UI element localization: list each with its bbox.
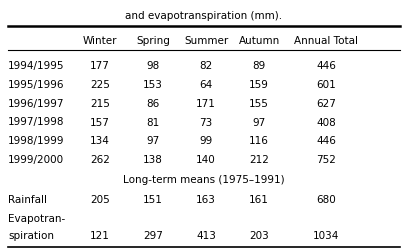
Text: 1034: 1034 — [313, 231, 339, 241]
Text: 297: 297 — [143, 231, 163, 241]
Text: 64: 64 — [200, 80, 213, 90]
Text: 627: 627 — [317, 99, 336, 109]
Text: 212: 212 — [249, 155, 269, 165]
Text: spiration: spiration — [8, 231, 54, 241]
Text: 225: 225 — [90, 80, 110, 90]
Text: 97: 97 — [253, 118, 266, 128]
Text: 1997/1998: 1997/1998 — [8, 118, 64, 128]
Text: 116: 116 — [249, 136, 269, 146]
Text: 159: 159 — [249, 80, 269, 90]
Text: 205: 205 — [90, 195, 110, 205]
Text: 680: 680 — [317, 195, 336, 205]
Text: Annual Total: Annual Total — [295, 36, 358, 46]
Text: 262: 262 — [90, 155, 110, 165]
Text: 1994/1995: 1994/1995 — [8, 61, 64, 71]
Text: Evapotran-: Evapotran- — [8, 214, 65, 224]
Text: Long-term means (1975–1991): Long-term means (1975–1991) — [123, 175, 285, 185]
Text: 163: 163 — [196, 195, 216, 205]
Text: 1998/1999: 1998/1999 — [8, 136, 64, 146]
Text: 446: 446 — [317, 61, 336, 71]
Text: 140: 140 — [196, 155, 216, 165]
Text: 81: 81 — [146, 118, 160, 128]
Text: 89: 89 — [253, 61, 266, 71]
Text: 446: 446 — [317, 136, 336, 146]
Text: 408: 408 — [317, 118, 336, 128]
Text: 98: 98 — [146, 61, 160, 71]
Text: Autumn: Autumn — [238, 36, 280, 46]
Text: 121: 121 — [90, 231, 110, 241]
Text: Rainfall: Rainfall — [8, 195, 47, 205]
Text: 99: 99 — [200, 136, 213, 146]
Text: Winter: Winter — [83, 36, 117, 46]
Text: 1996/1997: 1996/1997 — [8, 99, 64, 109]
Text: 153: 153 — [143, 80, 163, 90]
Text: 171: 171 — [196, 99, 216, 109]
Text: 155: 155 — [249, 99, 269, 109]
Text: 752: 752 — [317, 155, 336, 165]
Text: 138: 138 — [143, 155, 163, 165]
Text: 1999/2000: 1999/2000 — [8, 155, 64, 165]
Text: Spring: Spring — [136, 36, 170, 46]
Text: 413: 413 — [196, 231, 216, 241]
Text: 161: 161 — [249, 195, 269, 205]
Text: 134: 134 — [90, 136, 110, 146]
Text: 215: 215 — [90, 99, 110, 109]
Text: 1995/1996: 1995/1996 — [8, 80, 64, 90]
Text: 203: 203 — [249, 231, 269, 241]
Text: 177: 177 — [90, 61, 110, 71]
Text: 86: 86 — [146, 99, 160, 109]
Text: Summer: Summer — [184, 36, 228, 46]
Text: 97: 97 — [146, 136, 160, 146]
Text: and evapotranspiration (mm).: and evapotranspiration (mm). — [125, 11, 283, 21]
Text: 73: 73 — [200, 118, 213, 128]
Text: 82: 82 — [200, 61, 213, 71]
Text: 157: 157 — [90, 118, 110, 128]
Text: 601: 601 — [317, 80, 336, 90]
Text: 151: 151 — [143, 195, 163, 205]
